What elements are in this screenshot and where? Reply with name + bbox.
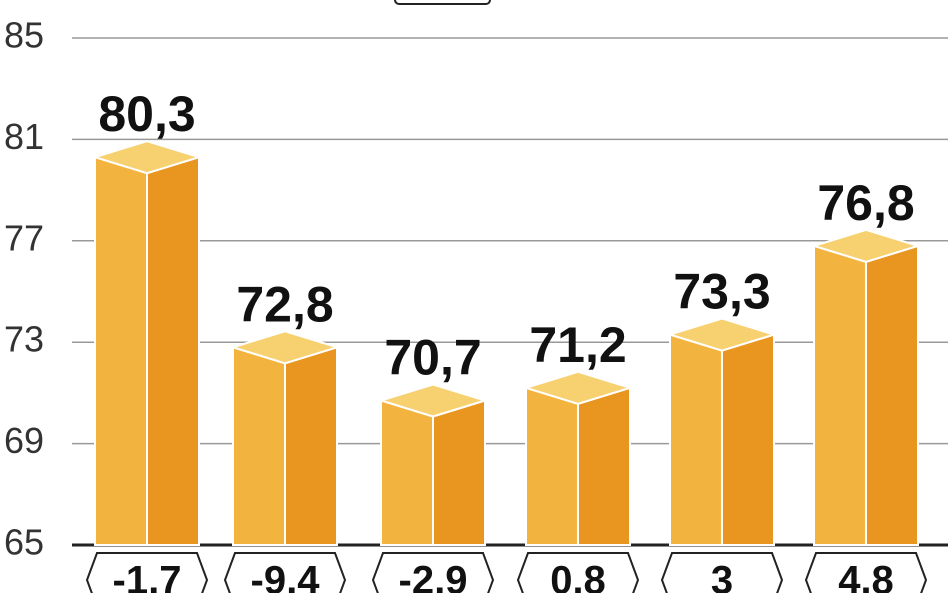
category-label: 0,8 (550, 559, 606, 593)
bar-left-face (669, 333, 723, 546)
bar-top-face (377, 383, 489, 418)
value-label: 73,3 (673, 264, 770, 320)
category-frame (660, 552, 784, 593)
category-label: -9,4 (251, 559, 321, 593)
y-tick-label: 73 (4, 319, 44, 360)
bar-left-face (94, 155, 148, 546)
value-label: 72,8 (236, 276, 333, 332)
y-tick-label: 65 (4, 522, 44, 563)
bar-left-face (525, 386, 579, 546)
bar (810, 228, 922, 546)
bar-top-face (229, 330, 341, 365)
category-label: 4,8 (838, 559, 894, 593)
value-label: 71,2 (529, 317, 626, 373)
bar-right-face (865, 244, 919, 546)
bar-top-face (810, 228, 922, 263)
value-label: 80,3 (98, 86, 195, 142)
bar (522, 370, 634, 546)
category-frame (223, 552, 347, 593)
y-tick-label: 85 (4, 15, 44, 56)
category-frame (85, 552, 209, 593)
legend-box (394, 0, 491, 5)
category-label: 3 (711, 559, 733, 593)
y-tick-label: 81 (4, 116, 44, 157)
bar-left-face (232, 345, 286, 546)
bar (377, 383, 489, 546)
bar (229, 330, 341, 546)
bar-left-face (380, 399, 434, 546)
bar-top-face (91, 140, 203, 175)
bar-right-face (284, 345, 338, 546)
bar-right-face (721, 333, 775, 546)
bar-top-face (666, 317, 778, 352)
bar-left-face (813, 244, 867, 546)
bar-right-face (146, 155, 200, 546)
bar (91, 140, 203, 546)
bar-right-face (432, 399, 486, 546)
y-tick-label: 69 (4, 420, 44, 461)
category-label: -2,9 (399, 559, 468, 593)
bar-right-face (577, 386, 631, 546)
category-frame (371, 552, 495, 593)
category-frame (516, 552, 640, 593)
bar (666, 317, 778, 546)
y-tick-label: 77 (4, 217, 44, 258)
category-frame (804, 552, 928, 593)
bar-top-face (522, 370, 634, 405)
value-label: 70,7 (384, 330, 481, 386)
value-label: 76,8 (817, 175, 914, 231)
category-label: -1,7 (113, 559, 182, 593)
